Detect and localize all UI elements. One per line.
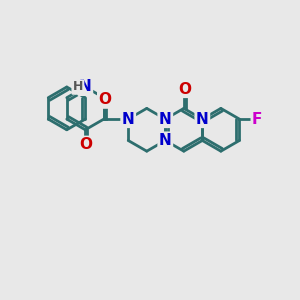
- Text: N: N: [196, 112, 209, 127]
- Text: O: O: [178, 82, 191, 97]
- Text: F: F: [252, 112, 262, 127]
- Text: O: O: [79, 137, 92, 152]
- Text: N: N: [159, 133, 172, 148]
- Text: N: N: [122, 112, 135, 127]
- Text: O: O: [98, 92, 112, 107]
- Text: N: N: [79, 80, 92, 94]
- Text: H: H: [73, 80, 83, 94]
- Text: N: N: [159, 112, 172, 127]
